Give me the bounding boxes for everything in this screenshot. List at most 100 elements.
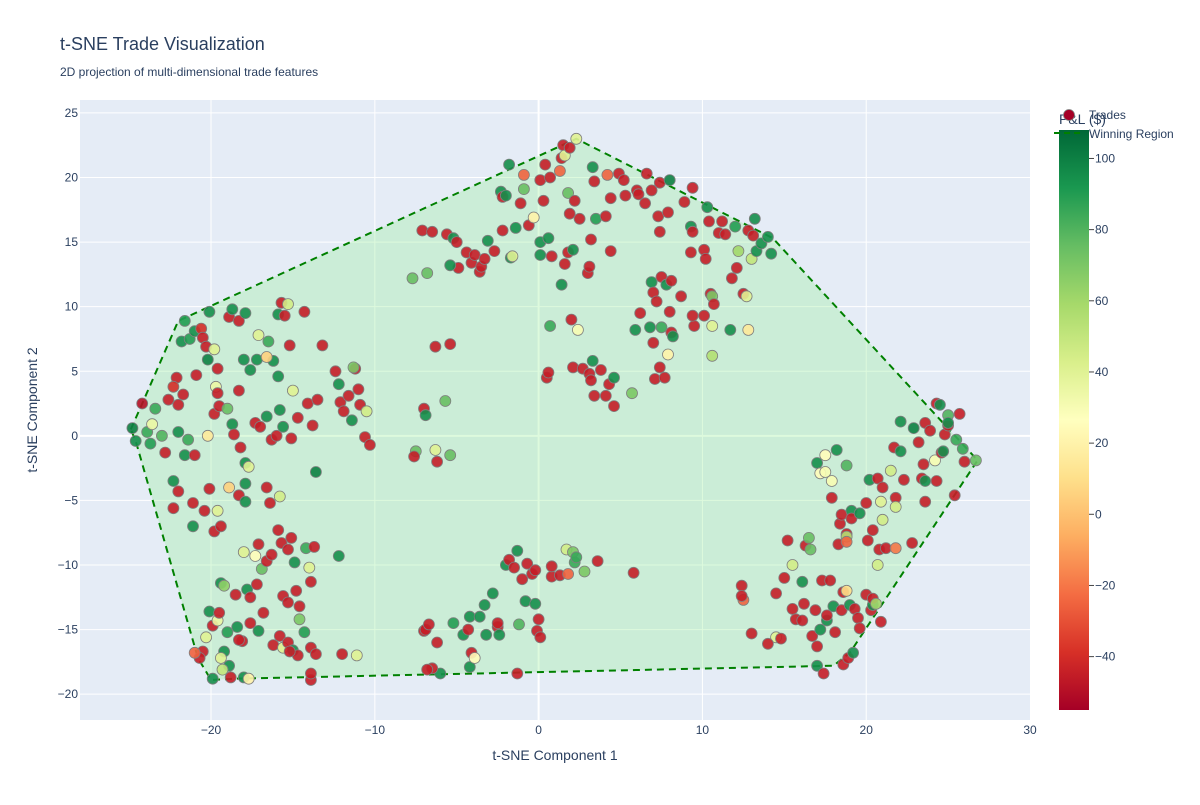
trade-point[interactable]	[686, 181, 699, 194]
trade-point[interactable]	[336, 648, 349, 660]
trade-point[interactable]	[889, 542, 902, 555]
trade-point[interactable]	[223, 481, 236, 494]
trade-point[interactable]	[350, 649, 363, 662]
trade-point[interactable]	[444, 449, 457, 462]
trade-point[interactable]	[650, 295, 663, 308]
trade-point[interactable]	[634, 307, 647, 320]
trade-point[interactable]	[647, 336, 660, 349]
trade-point[interactable]	[447, 617, 460, 629]
trade-point[interactable]	[558, 258, 571, 270]
trade-point[interactable]	[337, 405, 350, 418]
trade-point[interactable]	[250, 353, 263, 366]
trade-point[interactable]	[809, 604, 822, 617]
trade-point[interactable]	[293, 613, 306, 626]
trade-point[interactable]	[293, 600, 306, 613]
trade-point[interactable]	[278, 309, 291, 322]
trade-point[interactable]	[234, 441, 247, 454]
trade-point[interactable]	[486, 587, 499, 600]
trade-point[interactable]	[740, 290, 753, 303]
trade-point[interactable]	[188, 449, 201, 462]
trade-point[interactable]	[250, 578, 263, 591]
trade-point[interactable]	[149, 402, 162, 415]
trade-point[interactable]	[239, 307, 252, 320]
trade-point[interactable]	[288, 556, 301, 569]
trade-point[interactable]	[748, 212, 761, 225]
trade-point[interactable]	[468, 249, 481, 261]
trade-point[interactable]	[537, 194, 550, 207]
trade-point[interactable]	[653, 225, 666, 238]
trade-point[interactable]	[188, 646, 201, 659]
trade-point[interactable]	[429, 340, 442, 353]
trade-point[interactable]	[527, 211, 540, 224]
trade-point[interactable]	[146, 418, 159, 431]
trade-point[interactable]	[463, 661, 476, 673]
trade-point[interactable]	[563, 141, 576, 154]
trade-point[interactable]	[732, 245, 745, 258]
trade-point[interactable]	[906, 537, 918, 549]
trade-point[interactable]	[675, 290, 687, 303]
trade-point[interactable]	[283, 339, 296, 352]
trade-point[interactable]	[290, 584, 303, 597]
trade-point[interactable]	[237, 353, 250, 366]
trade-point[interactable]	[645, 276, 658, 289]
trade-point[interactable]	[345, 414, 358, 427]
trade-point[interactable]	[617, 174, 630, 187]
trade-point[interactable]	[480, 628, 493, 641]
legend-winning-region-label[interactable]: Winning Region	[1089, 127, 1174, 141]
trade-point[interactable]	[765, 247, 778, 260]
trade-point[interactable]	[422, 618, 435, 631]
trade-point[interactable]	[177, 388, 190, 401]
trade-point[interactable]	[167, 380, 180, 393]
trade-point[interactable]	[311, 393, 324, 406]
trade-point[interactable]	[970, 454, 982, 467]
trade-point[interactable]	[298, 626, 311, 639]
trade-point[interactable]	[239, 495, 252, 508]
trade-point[interactable]	[586, 354, 599, 367]
trade-point[interactable]	[663, 305, 676, 318]
trade-point[interactable]	[144, 437, 157, 450]
trade-point[interactable]	[876, 513, 889, 526]
trade-point[interactable]	[211, 362, 224, 375]
trade-point[interactable]	[829, 626, 841, 639]
trade-point[interactable]	[563, 207, 576, 220]
trade-point[interactable]	[252, 329, 265, 342]
trade-point[interactable]	[948, 489, 961, 502]
trade-point[interactable]	[534, 631, 547, 644]
trade-point[interactable]	[835, 508, 848, 521]
trade-point[interactable]	[586, 161, 599, 174]
trade-point[interactable]	[252, 538, 265, 551]
trade-point[interactable]	[762, 230, 774, 243]
trade-point[interactable]	[488, 245, 501, 258]
trade-point[interactable]	[172, 426, 185, 438]
trade-point[interactable]	[242, 672, 255, 685]
trade-point[interactable]	[929, 454, 941, 467]
trade-point[interactable]	[703, 215, 715, 228]
trade-point[interactable]	[554, 165, 566, 177]
trade-point[interactable]	[590, 212, 602, 225]
trade-point[interactable]	[662, 348, 674, 361]
trade-point[interactable]	[698, 309, 710, 322]
trade-point[interactable]	[685, 246, 697, 259]
trade-point[interactable]	[473, 610, 486, 623]
trade-point[interactable]	[817, 667, 830, 680]
trade-point[interactable]	[686, 309, 699, 322]
trade-point[interactable]	[503, 158, 516, 171]
trade-point[interactable]	[282, 543, 294, 556]
trade-point[interactable]	[201, 429, 214, 442]
trade-point[interactable]	[242, 460, 255, 473]
trade-point[interactable]	[232, 314, 245, 327]
trade-point[interactable]	[262, 335, 275, 348]
trade-point[interactable]	[840, 459, 853, 472]
trade-point[interactable]	[706, 320, 719, 332]
trade-point[interactable]	[264, 497, 276, 509]
trade-point[interactable]	[260, 481, 273, 494]
trade-point[interactable]	[889, 500, 902, 513]
trade-point[interactable]	[588, 389, 601, 402]
trade-point[interactable]	[875, 615, 887, 628]
trade-point[interactable]	[588, 175, 601, 188]
trade-point[interactable]	[329, 365, 342, 378]
trade-point[interactable]	[534, 174, 547, 187]
trade-point[interactable]	[270, 429, 283, 442]
trade-point[interactable]	[544, 320, 556, 332]
trade-point[interactable]	[426, 225, 439, 238]
